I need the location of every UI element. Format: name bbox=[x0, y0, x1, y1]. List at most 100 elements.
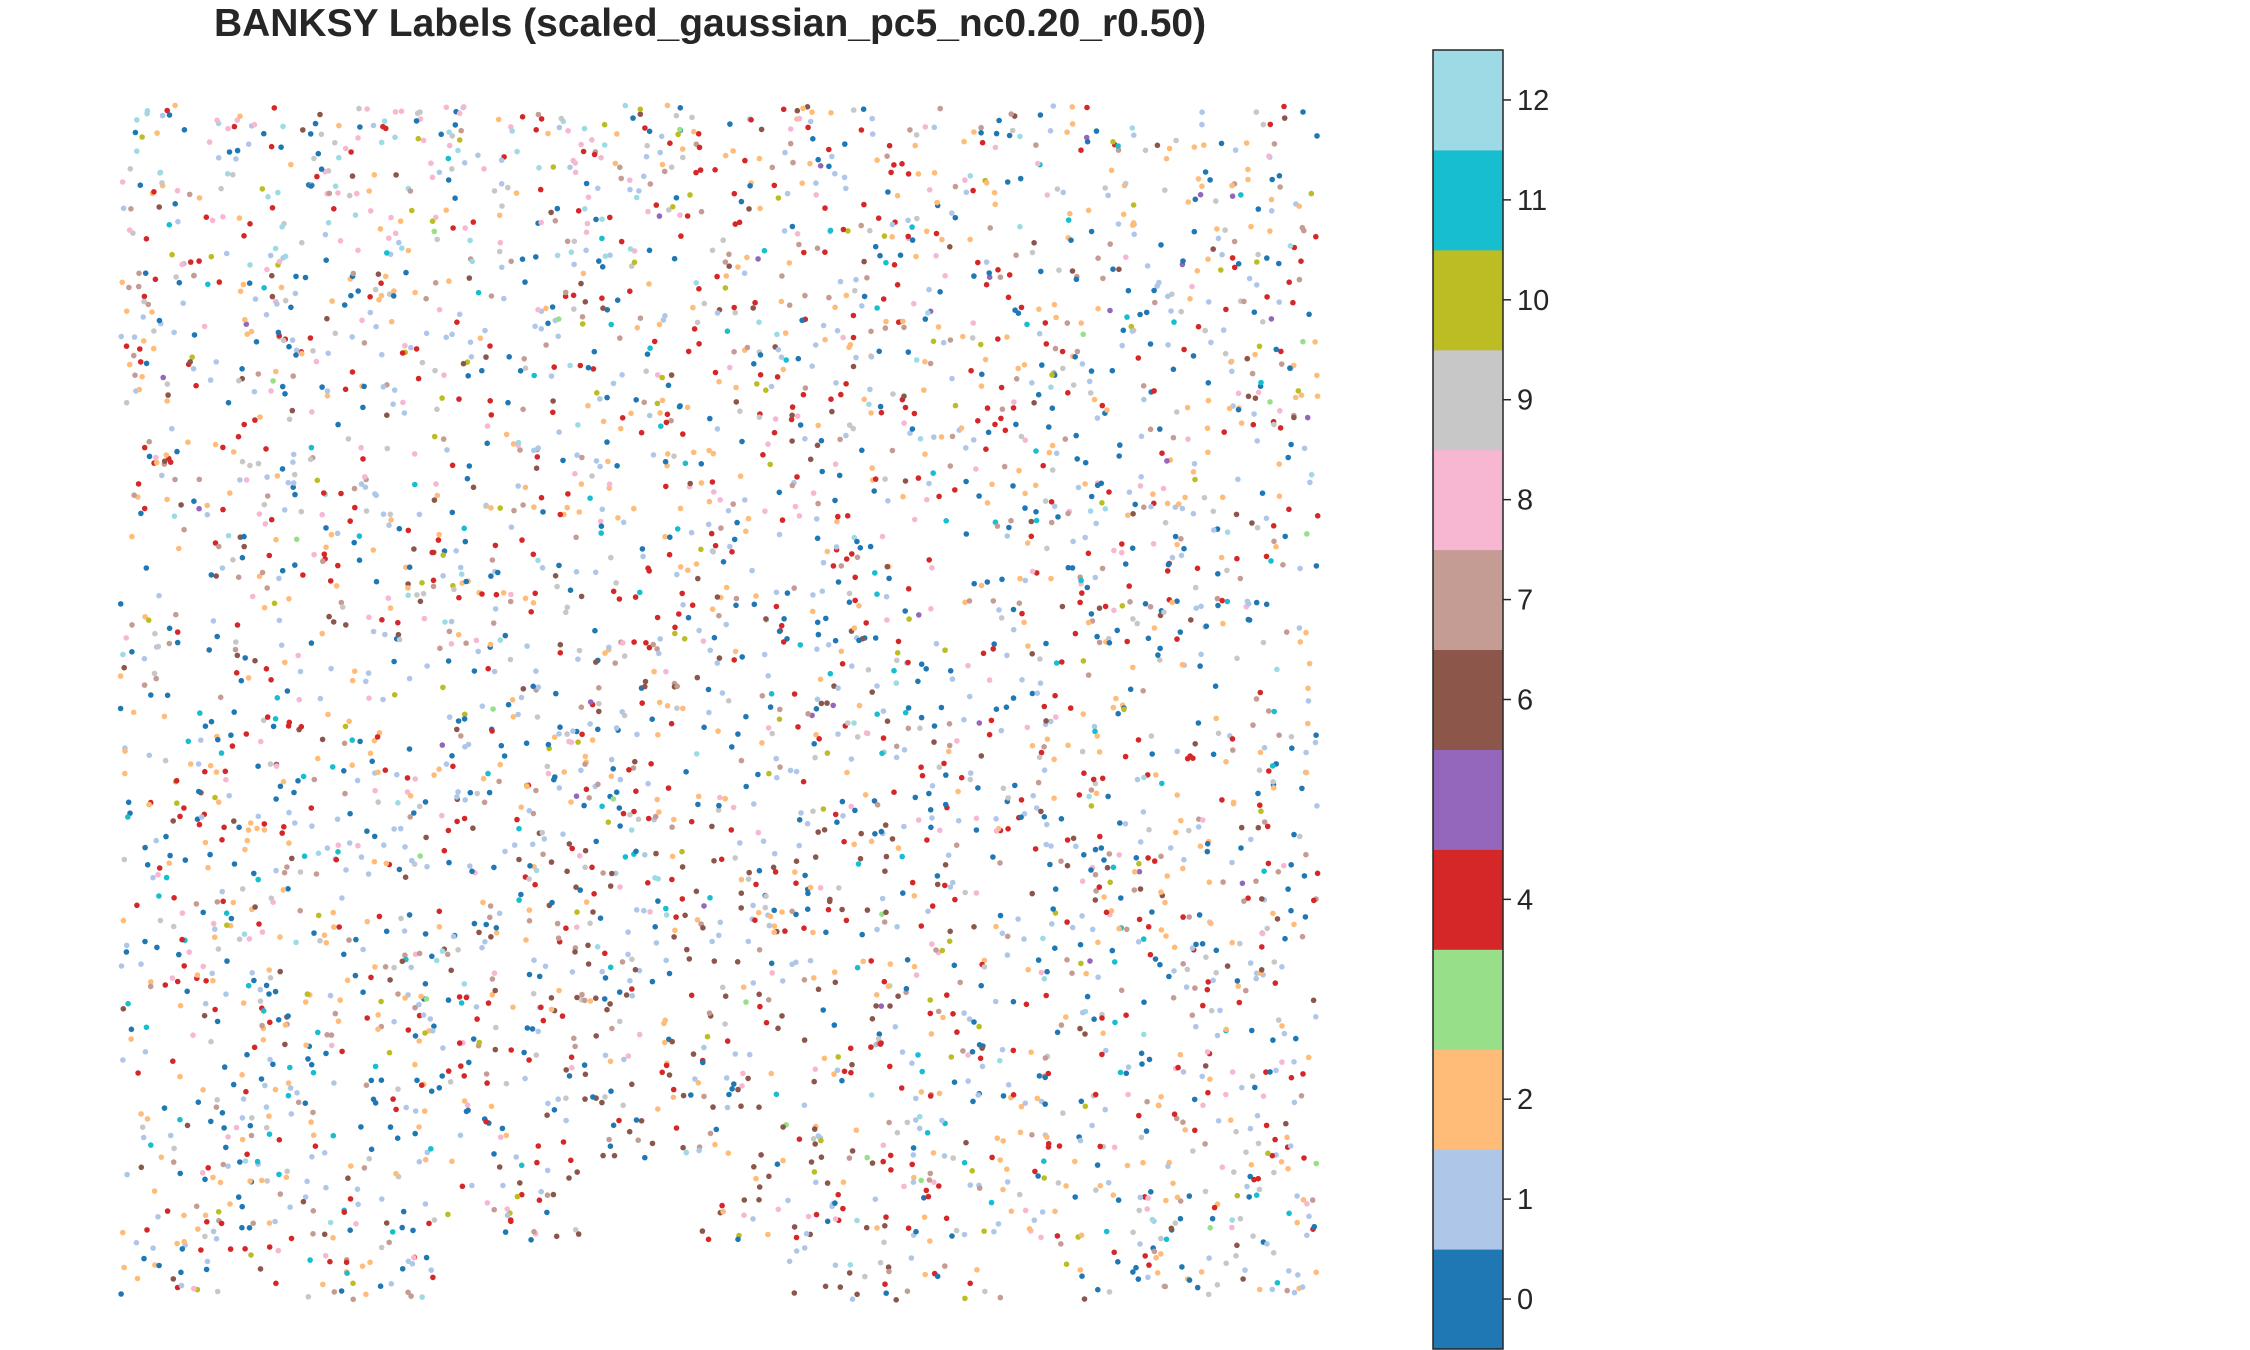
scatter-point-label-9 bbox=[846, 590, 853, 597]
scatter-point-label-1 bbox=[619, 372, 625, 378]
scatter-point-label-6 bbox=[343, 622, 349, 628]
scatter-point-label-9 bbox=[391, 964, 397, 971]
scatter-point-label-1 bbox=[1169, 554, 1176, 561]
scatter-point-label-8 bbox=[585, 194, 592, 200]
scatter-point-label-0 bbox=[549, 899, 555, 906]
scatter-point-label-6 bbox=[574, 994, 580, 1001]
scatter-point-label-8 bbox=[794, 231, 801, 237]
scatter-point-label-1 bbox=[1082, 534, 1088, 541]
scatter-point-label-7 bbox=[1180, 1119, 1186, 1125]
scatter-point-label-2 bbox=[117, 673, 124, 679]
scatter-point-label-0 bbox=[1033, 509, 1039, 515]
scatter-point-label-4 bbox=[1263, 553, 1270, 560]
scatter-point-label-1 bbox=[829, 153, 835, 160]
scatter-point-label-8 bbox=[335, 842, 342, 848]
scatter-point-label-0 bbox=[358, 1124, 364, 1130]
scatter-point-label-6 bbox=[690, 1051, 697, 1057]
scatter-point-label-7 bbox=[1214, 595, 1221, 602]
scatter-point-label-0 bbox=[118, 1291, 124, 1297]
scatter-point-label-9 bbox=[1208, 1007, 1215, 1014]
scatter-point-label-1 bbox=[567, 164, 573, 171]
scatter-point-label-9 bbox=[318, 131, 325, 138]
scatter-point-label-1 bbox=[469, 1182, 475, 1189]
scatter-point-label-1 bbox=[1279, 964, 1285, 970]
scatter-point-label-1 bbox=[1294, 1193, 1300, 1199]
scatter-point-label-1 bbox=[1244, 1183, 1250, 1190]
scatter-point-label-4 bbox=[307, 335, 314, 341]
scatter-point-label-10 bbox=[342, 723, 349, 730]
scatter-point-label-9 bbox=[432, 367, 438, 374]
scatter-point-label-2 bbox=[831, 1071, 837, 1077]
scatter-point-label-0 bbox=[713, 1126, 720, 1133]
scatter-point-label-4 bbox=[339, 1048, 345, 1055]
scatter-point-label-6 bbox=[893, 1297, 899, 1303]
scatter-point-label-9 bbox=[812, 754, 818, 761]
scatter-point-label-9 bbox=[372, 286, 379, 293]
scatter-point-label-2 bbox=[765, 1231, 771, 1238]
scatter-point-label-4 bbox=[312, 1143, 319, 1149]
scatter-point-label-6 bbox=[578, 280, 584, 287]
scatter-point-label-1 bbox=[1092, 574, 1099, 581]
scatter-point-label-9 bbox=[291, 471, 298, 478]
scatter-point-label-10 bbox=[962, 1295, 968, 1302]
scatter-point-label-2 bbox=[500, 590, 507, 596]
scatter-point-label-7 bbox=[216, 543, 222, 550]
scatter-point-label-8 bbox=[309, 409, 315, 415]
scatter-point-label-7 bbox=[1253, 696, 1260, 702]
scatter-point-label-0 bbox=[1267, 1069, 1273, 1075]
scatter-point-label-8 bbox=[570, 157, 576, 164]
scatter-point-label-4 bbox=[1204, 986, 1211, 993]
scatter-point-label-8 bbox=[355, 247, 361, 254]
scatter-point-label-2 bbox=[843, 292, 850, 299]
scatter-point-label-7 bbox=[520, 406, 526, 413]
scatter-point-label-1 bbox=[1247, 1125, 1254, 1132]
scatter-point-label-2 bbox=[1091, 396, 1098, 403]
scatter-point-label-12 bbox=[535, 557, 541, 564]
scatter-point-label-1 bbox=[1053, 450, 1060, 457]
scatter-point-label-0 bbox=[1078, 1098, 1085, 1105]
scatter-point-label-4 bbox=[984, 405, 991, 411]
scatter-point-label-1 bbox=[1248, 836, 1254, 843]
scatter-point-label-10 bbox=[174, 800, 180, 806]
scatter-point-label-1 bbox=[274, 301, 280, 307]
scatter-point-label-7 bbox=[731, 349, 737, 355]
scatter-point-label-8 bbox=[322, 1252, 329, 1259]
scatter-point-label-9 bbox=[375, 799, 382, 805]
scatter-point-label-2 bbox=[1095, 305, 1101, 312]
scatter-point-label-0 bbox=[872, 635, 879, 641]
scatter-point-label-11 bbox=[827, 670, 834, 677]
scatter-point-label-2 bbox=[497, 761, 504, 768]
scatter-point-label-0 bbox=[239, 554, 246, 561]
scatter-point-label-4 bbox=[1126, 583, 1132, 589]
scatter-point-label-8 bbox=[1111, 547, 1117, 554]
scatter-point-label-0 bbox=[978, 982, 984, 989]
scatter-point-label-0 bbox=[1209, 1215, 1216, 1222]
scatter-point-label-0 bbox=[1141, 999, 1147, 1005]
scatter-point-label-7 bbox=[1277, 184, 1283, 190]
scatter-point-label-7 bbox=[1170, 434, 1177, 441]
scatter-point-label-8 bbox=[366, 695, 372, 701]
scatter-point-label-6 bbox=[1202, 1063, 1209, 1069]
scatter-point-label-9 bbox=[1055, 1180, 1062, 1186]
scatter-point-label-1 bbox=[538, 1188, 544, 1195]
scatter-point-label-0 bbox=[242, 655, 248, 661]
scatter-point-label-1 bbox=[545, 1100, 551, 1107]
scatter-point-label-12 bbox=[446, 129, 452, 135]
scatter-point-label-2 bbox=[416, 1038, 423, 1044]
scatter-point-label-2 bbox=[210, 1174, 216, 1181]
scatter-point-label-0 bbox=[279, 383, 286, 390]
scatter-point-label-2 bbox=[1093, 790, 1100, 797]
scatter-point-label-4 bbox=[415, 375, 422, 382]
scatter-point-label-7 bbox=[1058, 1241, 1064, 1247]
scatter-point-label-6 bbox=[883, 909, 889, 916]
scatter-point-label-11 bbox=[902, 709, 909, 716]
scatter-point-label-0 bbox=[700, 1059, 706, 1066]
scatter-point-label-0 bbox=[1234, 978, 1241, 984]
scatter-point-label-0 bbox=[1133, 1264, 1139, 1271]
scatter-point-label-2 bbox=[181, 1238, 187, 1245]
scatter-point-label-8 bbox=[654, 372, 661, 378]
scatter-point-label-4 bbox=[881, 978, 888, 985]
scatter-point-label-2 bbox=[366, 188, 373, 194]
scatter-point-label-0 bbox=[506, 354, 512, 360]
scatter-point-label-6 bbox=[812, 854, 819, 860]
